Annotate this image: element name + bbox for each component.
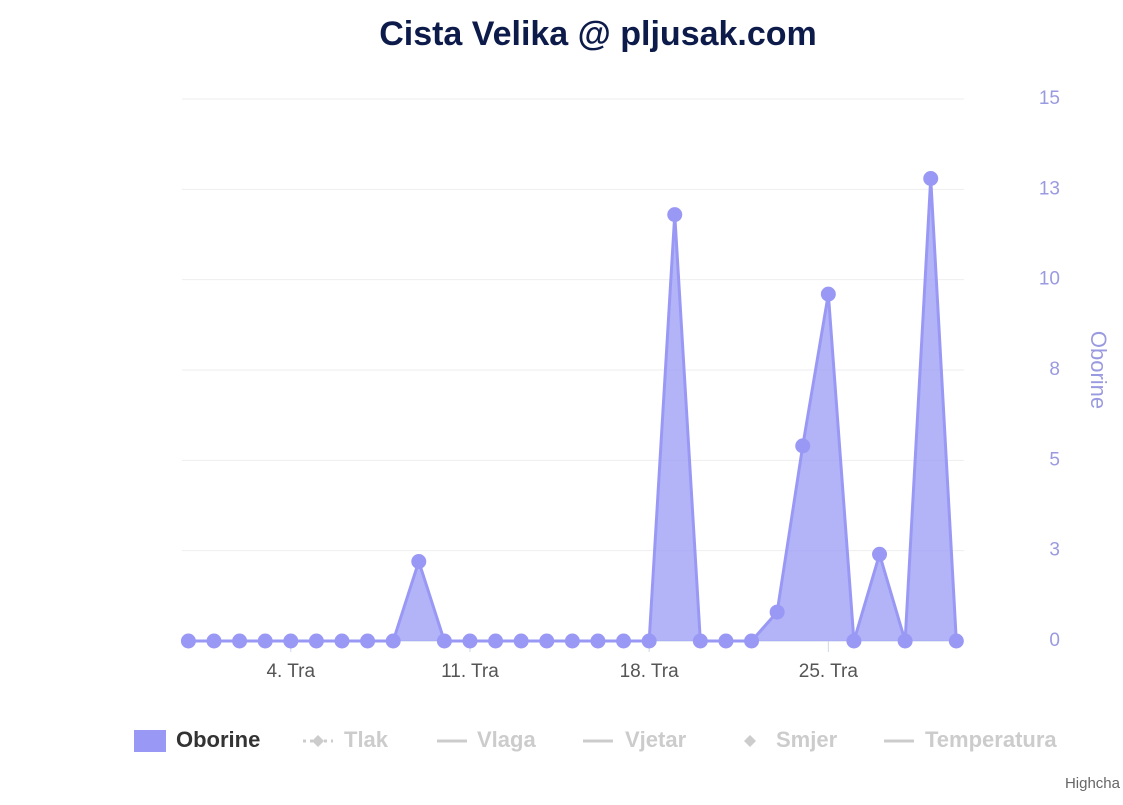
data-point [385, 633, 401, 649]
data-point [513, 633, 529, 649]
y-tick-label: 15 [1039, 88, 1060, 109]
data-point [436, 633, 452, 649]
y-tick-label: 10 [1039, 269, 1060, 290]
x-tick-label: 11. Tra [441, 661, 499, 682]
legend-label[interactable]: Vjetar [625, 727, 687, 752]
x-tick-label: 25. Tra [799, 661, 859, 682]
data-point [283, 633, 299, 649]
chart-title: Cista Velika @ pljusak.com [379, 15, 817, 53]
data-point [769, 604, 785, 620]
credits[interactable]: Highcha [1065, 775, 1121, 792]
data-point [539, 633, 555, 649]
data-point [872, 546, 888, 562]
data-point [744, 633, 760, 649]
y-tick-label: 8 [1049, 359, 1060, 380]
y-axis-title: Oborine [1086, 331, 1111, 409]
data-point [308, 633, 324, 649]
data-point [641, 633, 657, 649]
legend-symbol [134, 730, 166, 752]
data-point [795, 438, 811, 454]
legend-label[interactable]: Oborine [176, 727, 260, 752]
y-tick-label: 3 [1049, 540, 1060, 561]
y-tick-label: 5 [1049, 449, 1060, 470]
data-point [846, 633, 862, 649]
data-point [923, 170, 939, 186]
data-point [334, 633, 350, 649]
data-point [232, 633, 248, 649]
data-point [948, 633, 964, 649]
data-point [692, 633, 708, 649]
legend-symbol [312, 735, 324, 747]
x-tick-label: 4. Tra [266, 661, 315, 682]
data-point [462, 633, 478, 649]
area-fill [188, 178, 957, 641]
data-point [180, 633, 196, 649]
data-point [897, 633, 913, 649]
y-tick-label: 13 [1039, 178, 1060, 199]
x-tick-label: 18. Tra [620, 661, 680, 682]
data-point [667, 207, 683, 223]
legend-label[interactable]: Vlaga [477, 727, 536, 752]
legend-label[interactable]: Tlak [344, 727, 389, 752]
data-point [488, 633, 504, 649]
data-point [360, 633, 376, 649]
legend-label[interactable]: Smjer [776, 727, 838, 752]
data-point [206, 633, 222, 649]
legend-label[interactable]: Temperatura [925, 727, 1057, 752]
data-point [718, 633, 734, 649]
data-point [257, 633, 273, 649]
data-point [411, 554, 427, 570]
data-point [590, 633, 606, 649]
legend-symbol [744, 735, 756, 747]
y-tick-label: 0 [1049, 630, 1060, 651]
data-point [820, 286, 836, 302]
data-point [564, 633, 580, 649]
data-point [616, 633, 632, 649]
